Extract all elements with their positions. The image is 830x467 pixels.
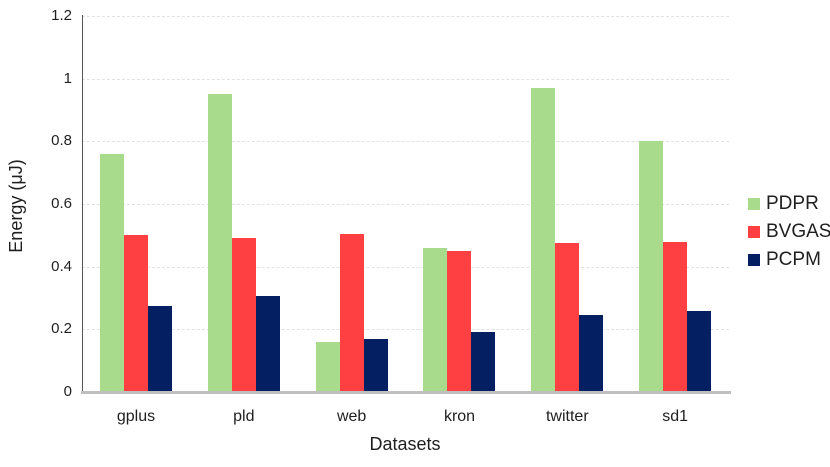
legend-item-bvgas: BVGAS xyxy=(748,221,830,243)
legend-label: PCPM xyxy=(766,249,821,270)
bar-bvgas-gplus xyxy=(123,235,148,392)
bar-pcpm-kron xyxy=(471,332,496,392)
bar-pcpm-web xyxy=(363,338,388,392)
bar-bvgas-sd1 xyxy=(663,241,688,392)
x-axis-line xyxy=(81,391,731,394)
bar-pcpm-twitter xyxy=(579,315,604,392)
bar-pdpr-pld xyxy=(207,94,232,392)
gridline xyxy=(82,141,729,143)
bar-pdpr-kron xyxy=(423,247,448,392)
gridline xyxy=(82,329,729,331)
x-tick-label-gplus: gplus xyxy=(116,408,156,425)
legend-swatch-bvgas xyxy=(748,226,760,238)
legend: PDPR BVGAS PCPM xyxy=(748,193,830,271)
legend-item-pcpm: PCPM xyxy=(748,249,830,271)
x-tick-label-kron: kron xyxy=(443,408,476,425)
y-tick-label-0.6: 0.6 xyxy=(51,195,72,212)
y-axis-line xyxy=(82,15,83,392)
x-tick-label-sd1: sd1 xyxy=(662,408,689,425)
y-tick-label-1.2: 1.2 xyxy=(51,7,72,24)
bar-pcpm-sd1 xyxy=(687,310,712,392)
bar-pcpm-gplus xyxy=(147,305,172,392)
y-tick-label-0: 0 xyxy=(63,383,72,400)
plot-area xyxy=(82,16,729,392)
y-tick-label-0.2: 0.2 xyxy=(51,320,72,338)
bar-pdpr-web xyxy=(315,341,340,392)
bar-pdpr-sd1 xyxy=(639,141,664,392)
x-tick-label-pld: pld xyxy=(233,408,255,425)
bar-pcpm-pld xyxy=(255,296,280,392)
bar-bvgas-twitter xyxy=(555,243,580,392)
y-tick-label-0.4: 0.4 xyxy=(51,257,72,275)
legend-swatch-pcpm xyxy=(748,254,760,266)
bar-bvgas-web xyxy=(339,233,364,392)
bar-bvgas-kron xyxy=(447,251,472,392)
legend-swatch-pdpr xyxy=(748,198,760,210)
gridline xyxy=(82,16,729,17)
legend-label: BVGAS xyxy=(766,221,830,242)
bar-pdpr-gplus xyxy=(99,153,124,392)
y-tick-label-1: 1 xyxy=(63,69,72,87)
x-axis-title: Datasets xyxy=(369,434,441,454)
legend-item-pdpr: PDPR xyxy=(748,193,830,215)
gridline xyxy=(82,78,729,80)
x-tick-label-web: web xyxy=(336,408,367,425)
bar-bvgas-pld xyxy=(231,238,256,392)
gridline xyxy=(82,204,729,205)
y-tick-label-0.8: 0.8 xyxy=(51,132,72,150)
gridline xyxy=(82,266,729,268)
legend-label: PDPR xyxy=(766,193,819,214)
bar-pdpr-twitter xyxy=(531,88,556,392)
x-tick-label-twitter: twitter xyxy=(545,408,589,425)
